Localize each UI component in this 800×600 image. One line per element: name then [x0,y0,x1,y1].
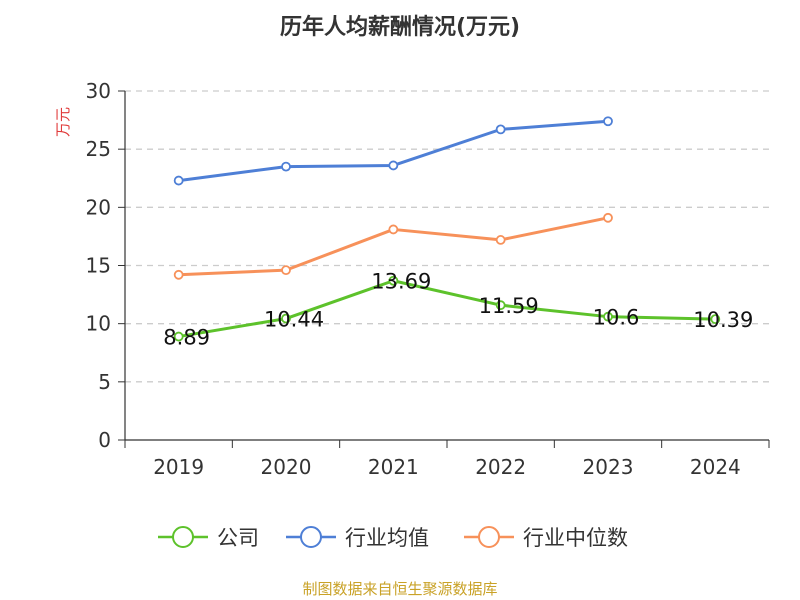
data-point [603,212,613,223]
data-point [281,313,291,324]
x-tick-label: 2020 [261,455,312,479]
data-point [281,161,291,172]
x-tick-label: 2022 [475,455,526,479]
y-axis-label: 万元 [54,107,72,137]
x-tick-label: 2021 [368,455,419,479]
data-point [388,224,399,235]
data-point [388,160,399,171]
x-tick-label: 2024 [690,455,741,479]
data-point [173,331,184,342]
legend-label: 行业中位数 [523,526,628,550]
data-point [388,275,399,286]
data-point [603,311,613,322]
y-tick-label: 15 [86,254,111,278]
y-tick-label: 30 [86,79,111,103]
data-label: 13.69 [371,270,431,294]
y-tick-label: 20 [86,195,111,219]
series-line [178,279,716,339]
data-label: 10.6 [593,306,640,330]
data-point [495,300,506,311]
chart-title: 历年人均薪酬情况(万元) [280,14,520,40]
legend-label: 公司 [217,526,259,550]
x-tick-label: 2019 [153,455,204,479]
data-labels: 8.89 10.44 13.69 11.59 10.6 10.39 [163,270,753,350]
legend: 公司 行业均值 行业中位数 [158,526,628,550]
data-point [603,116,613,127]
data-point [495,124,506,135]
y-tick-label: 0 [98,428,111,452]
legend-circle-marker [300,526,322,548]
source-note: 制图数据来自恒生聚源数据库 [302,580,497,598]
data-point [710,314,721,325]
data-label: 10.44 [264,308,324,332]
data-label: 11.59 [479,294,539,318]
legend-label: 行业均值 [345,526,429,550]
data-point [281,265,291,276]
data-point [495,235,506,245]
y-tick-label: 25 [86,137,111,161]
legend-circle-marker [172,526,194,548]
axes: 0 5 10 15 20 25 30 2019 2020 2021 2022 2023 2024 [86,79,770,479]
y-tick-label: 10 [86,312,111,336]
y-tick-label: 5 [98,370,111,394]
data-label: 8.89 [163,326,210,350]
series-layer [173,116,721,342]
data-label: 10.39 [693,308,753,332]
grid-lines [125,90,769,383]
data-point [173,269,184,280]
x-tick-label: 2023 [583,455,634,479]
data-point [173,175,184,186]
series-line [178,119,609,183]
legend-circle-marker [478,526,500,548]
